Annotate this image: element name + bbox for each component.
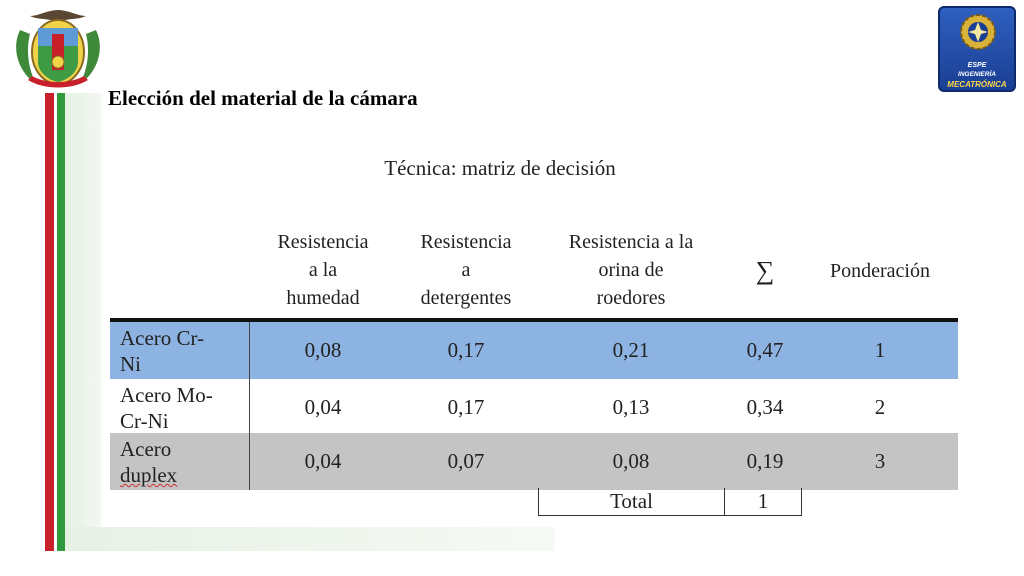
header-humidity-resistance: Resistencia a la humedad [255,228,391,314]
cell-urine: 0,21 [612,338,650,362]
row-material-name: Acero Cr- Ni [110,322,250,379]
decorative-green-stripe [57,93,65,551]
header-line: detergentes [420,287,512,309]
header-weighting: Ponderación [830,260,930,282]
header-line: Resistencia [277,231,369,253]
total-value: 1 [757,489,769,513]
header-sum: ∑ [755,256,775,285]
gear-emblem-icon [960,14,996,50]
total-label: Total [539,488,725,515]
cell-humidity: 0,08 [304,338,342,362]
header-line: Resistencia a la [568,231,694,253]
cell-sum: 0,19 [746,449,784,473]
decorative-bottom-fade [65,527,555,551]
table-row: Acero Mo- Cr-Ni 0,04 0,17 0,13 0,34 2 [110,379,958,436]
logo-line-mecatronica: MECATRÓNICA [947,80,1007,89]
cell-sum: 0,47 [746,338,784,362]
material-name-line: Cr-Ni [120,409,169,433]
row-material-name: Acero duplex [110,433,250,490]
cell-detergent: 0,17 [447,395,485,419]
material-name-line: Ni [120,352,141,376]
material-name-line: Acero Mo- [120,383,213,407]
cell-urine: 0,13 [612,395,650,419]
material-name-line: Acero Cr- [120,326,205,350]
header-detergent-resistance: Resistencia a detergentes [399,228,533,314]
decorative-border-fade [65,93,101,551]
cell-weighting: 3 [874,449,886,473]
table-row: Acero Cr- Ni 0,08 0,17 0,21 0,47 1 [110,318,958,379]
total-row: Total 1 [538,488,802,516]
logo-line-espe: ESPE [967,62,987,69]
header-line: humedad [286,287,360,309]
cell-detergent: 0,07 [447,449,485,473]
slide-title: Elección del material de la cámara [108,86,418,110]
cell-weighting: 2 [874,395,886,419]
header-line: Resistencia [420,231,512,253]
decorative-red-stripe [45,93,54,551]
cell-sum: 0,34 [746,395,784,419]
cell-weighting: 1 [874,338,886,362]
subtitle-text: Técnica: matriz de decisión [384,156,616,180]
header-line: orina de [598,259,664,281]
logo-line-ingenieria: INGENIERÍA [958,71,996,78]
header-line: roedores [596,287,666,309]
cell-humidity: 0,04 [304,449,342,473]
row-material-name: Acero Mo- Cr-Ni [110,379,250,436]
coat-of-arms-icon [8,6,108,94]
cell-urine: 0,08 [612,449,650,473]
material-name-line: duplex [120,463,178,487]
material-name-line: Acero [120,437,172,461]
table-row: Acero duplex 0,04 0,07 0,08 0,19 3 [110,433,958,490]
decorative-white-stripe [54,93,57,551]
cell-detergent: 0,17 [447,338,485,362]
header-line: a la [308,259,338,281]
slide-subtitle: Técnica: matriz de decisión [0,156,1000,181]
cell-humidity: 0,04 [304,395,342,419]
header-line: a [461,259,471,281]
header-urine-resistance: Resistencia a la orina de roedores [542,228,720,314]
mechatronics-logo: ESPE INGENIERÍA MECATRÓNICA [938,6,1016,92]
